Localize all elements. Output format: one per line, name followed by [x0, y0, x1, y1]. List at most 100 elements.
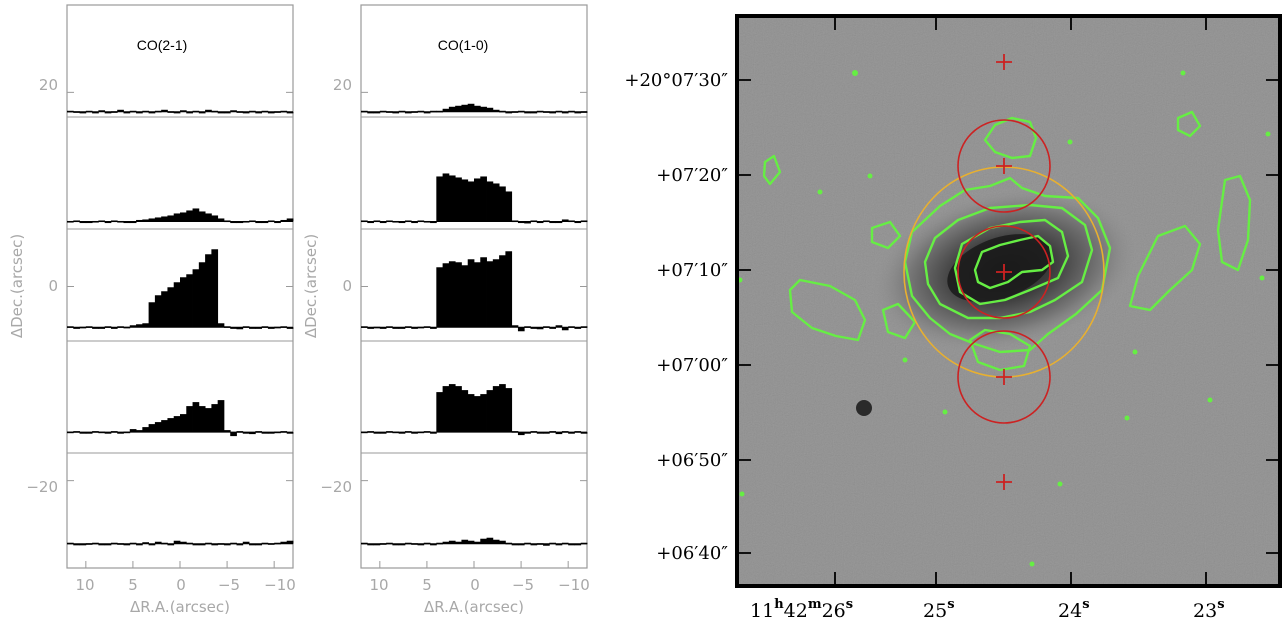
spectrum-bar: [530, 327, 538, 329]
ra-h-sup: h: [774, 597, 784, 612]
spectrum-bar: [474, 262, 481, 328]
dec-tick-label: +06′50″: [656, 450, 728, 471]
spectrum-bar: [79, 432, 87, 434]
spectrum-bar: [398, 221, 406, 224]
spectrum-bar: [148, 111, 156, 114]
spectrum-bar: [180, 541, 187, 544]
contour-east-arm: [1128, 224, 1202, 312]
spectrum-bar: [142, 110, 150, 113]
spectrum-bar: [423, 220, 431, 223]
spectrum-bar: [154, 217, 162, 222]
dec-tick-label: +07′20″: [656, 165, 728, 186]
spectrum-bar: [186, 542, 193, 545]
spectrum-bar: [198, 406, 206, 433]
spectrum-bar: [136, 219, 143, 222]
spectrum-bar: [436, 267, 444, 328]
spectrum-bar: [474, 396, 481, 433]
spectrum-bar: [574, 327, 582, 329]
contour-southwest: [881, 302, 917, 340]
spectrum-bar: [261, 326, 269, 328]
speckle: [1132, 349, 1138, 355]
spectrum-bar: [430, 543, 437, 546]
spectrum-bar: [236, 543, 244, 546]
spectrum-bar: [505, 191, 513, 222]
spectrum-bar: [561, 542, 569, 545]
spectrum-bar: [411, 111, 418, 113]
spectrum-bar: [211, 215, 219, 222]
spectrum-bar: [154, 422, 162, 433]
dec-tick-label: +07′10″: [656, 260, 728, 281]
spectrum-bar: [524, 542, 531, 545]
spectrum-bar: [580, 432, 588, 434]
spectrum-bar: [524, 326, 531, 328]
spectrum-bar: [79, 221, 87, 224]
spectrum-bar: [580, 542, 588, 545]
contour-northwest: [870, 220, 902, 250]
spectrum-bar: [180, 414, 187, 433]
spectrum-bar: [436, 176, 444, 222]
spectrum-bar: [467, 181, 475, 222]
spectrum-bar: [392, 327, 400, 329]
spectrum-bar: [186, 210, 193, 222]
spectrum-bar: [392, 543, 400, 546]
spectrum-bar: [286, 218, 294, 222]
spectrum-bar: [474, 105, 481, 112]
spectrum-bar: [379, 543, 387, 545]
spectrum-bar: [517, 432, 525, 436]
spectrum-bar: [555, 325, 563, 328]
spectrum-bar: [267, 111, 275, 114]
spectrum-bar: [242, 220, 250, 223]
spectrum-bar: [255, 327, 263, 329]
spectrum-bar: [505, 542, 513, 545]
spectrum-bar: [361, 431, 368, 434]
spectrum-bar: [442, 541, 450, 544]
spectrum-bar: [92, 327, 99, 329]
y-tick-label: 20: [39, 76, 58, 94]
contour-west-arm: [788, 278, 867, 342]
spectrum-bar: [361, 220, 368, 223]
spectrum-bar: [436, 392, 444, 433]
y-axis-label: ΔDec.(arcsec): [302, 234, 320, 338]
background-star: [856, 400, 872, 416]
spectrum-bar: [274, 326, 281, 329]
spectrum-bar: [236, 111, 244, 113]
spectrum-bar: [404, 431, 412, 433]
spectrum-bar: [98, 543, 106, 546]
speckle: [1057, 481, 1063, 487]
spectrum-bar: [461, 265, 469, 328]
ra-s-sup: s: [846, 597, 853, 612]
spectrum-bar: [117, 543, 124, 545]
spectrum-bar: [242, 541, 250, 544]
spectrum-bar: [192, 110, 200, 113]
spectrum-bar: [223, 111, 231, 114]
contour-left-edge: [762, 154, 782, 186]
spectrum-bar: [568, 110, 575, 113]
spectrum-bar: [417, 326, 425, 329]
ra-minutes: 42: [784, 600, 808, 622]
spectrum-bar: [474, 178, 481, 222]
beam-circle-center: [957, 225, 1051, 319]
panel-title: CO(1-0): [438, 37, 489, 53]
speckle: [942, 409, 948, 415]
spectrum-bar: [423, 431, 431, 433]
spectrum-bar: [180, 277, 187, 328]
x-tick-label: 5: [422, 576, 432, 594]
spectrum-bar: [180, 110, 187, 112]
spectrum-bar: [148, 543, 156, 546]
spectrum-bar: [373, 326, 381, 329]
speckle: [739, 491, 745, 497]
frame-tick: [834, 572, 1207, 586]
ra-seconds: 25: [923, 600, 947, 622]
spectrum-bar: [167, 543, 175, 546]
spectrum-bar: [261, 542, 269, 545]
spectrum-bar: [448, 106, 456, 112]
spectrum-bar: [417, 110, 425, 113]
contour-inner: [973, 234, 1055, 290]
spectrum-bar: [555, 110, 563, 113]
spectrum-bar: [448, 384, 456, 433]
spectrum-bar: [104, 221, 112, 224]
spectrum-bar: [154, 541, 162, 544]
spectrum-bar: [129, 110, 137, 113]
spectrum-bar: [154, 110, 162, 113]
spectrum-bar: [423, 111, 431, 114]
